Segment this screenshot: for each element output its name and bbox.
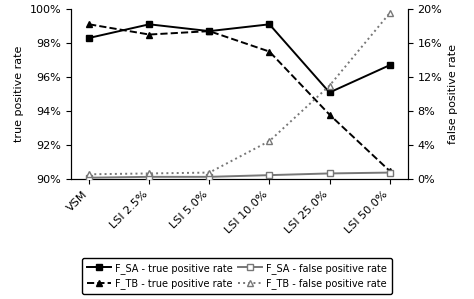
Line: F_SA - true positive rate: F_SA - true positive rate [86, 21, 393, 96]
Line: F_SA - false positive rate: F_SA - false positive rate [86, 170, 393, 181]
F_TB - true positive rate [387, 169, 392, 173]
Y-axis label: true positive rate: true positive rate [14, 46, 24, 142]
F_SA - true positive rate [327, 91, 332, 94]
F_SA - true positive rate [86, 36, 92, 40]
Line: F_TB - true positive rate: F_TB - true positive rate [86, 21, 393, 174]
F_SA - false positive rate [327, 172, 332, 175]
F_TB - true positive rate [327, 113, 332, 116]
F_SA - true positive rate [387, 63, 392, 67]
Line: F_TB - false positive rate: F_TB - false positive rate [86, 10, 393, 177]
F_SA - true positive rate [266, 22, 272, 26]
F_SA - false positive rate [387, 171, 392, 174]
F_TB - true positive rate [86, 22, 92, 26]
F_TB - false positive rate [266, 139, 272, 143]
F_SA - false positive rate [86, 176, 92, 179]
F_TB - false positive rate [86, 173, 92, 176]
F_TB - false positive rate [207, 171, 212, 174]
Y-axis label: false positive rate: false positive rate [447, 44, 458, 144]
F_SA - false positive rate [207, 175, 212, 179]
F_TB - true positive rate [146, 33, 152, 36]
F_SA - true positive rate [207, 29, 212, 33]
Legend: F_SA - true positive rate, F_TB - true positive rate, F_SA - false positive rate: F_SA - true positive rate, F_TB - true p… [82, 258, 392, 294]
F_TB - false positive rate [387, 11, 392, 15]
F_SA - false positive rate [146, 175, 152, 179]
F_TB - false positive rate [327, 84, 332, 87]
F_SA - false positive rate [266, 173, 272, 177]
F_TB - false positive rate [146, 172, 152, 175]
F_SA - true positive rate [146, 22, 152, 26]
F_TB - true positive rate [266, 50, 272, 53]
F_TB - true positive rate [207, 29, 212, 33]
